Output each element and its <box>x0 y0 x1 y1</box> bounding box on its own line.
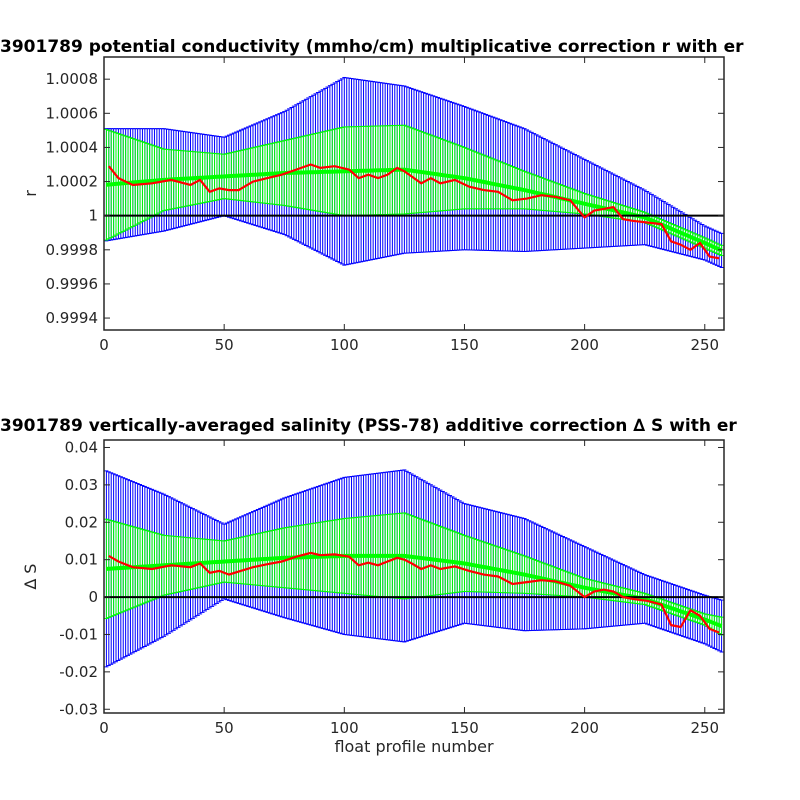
x-axis-label: float profile number <box>334 737 494 756</box>
x-tick-label: 200 <box>570 719 599 737</box>
y-tick-label: 0.9998 <box>46 241 99 259</box>
chart-panel-salinity: 0 50 100 150 200 250 -0.03 -0.02 -0.01 0 0.01 0.02 0… <box>0 416 737 756</box>
y-tick-label: 0.9996 <box>46 275 99 293</box>
fit-line <box>106 167 723 253</box>
x-tick-label: 0 <box>99 336 109 354</box>
y-tick-label: 0.9994 <box>46 309 99 327</box>
x-tick-label: 150 <box>450 336 479 354</box>
y-tick-label: 0.04 <box>65 438 98 456</box>
y-tick-label: 0.01 <box>65 551 98 569</box>
chart-title: 3901789 potential conductivity (mmho/cm)… <box>0 37 744 57</box>
x-tick-label: 250 <box>690 336 719 354</box>
x-tick-label: 50 <box>215 719 234 737</box>
chart-title: 3901789 vertically-averaged salinity (PS… <box>0 416 737 436</box>
axes-box <box>103 439 725 714</box>
x-tick-label: 200 <box>570 336 599 354</box>
x-tick-label: 100 <box>330 336 359 354</box>
x-tick-label: 0 <box>99 719 109 737</box>
x-tick-label: 50 <box>215 336 234 354</box>
x-tick-label: 100 <box>330 719 359 737</box>
y-tick-label: 0.02 <box>65 513 98 531</box>
profile-mean-line <box>107 163 720 260</box>
chart-panel-conductivity: 0 50 100 150 200 250 0.9994 0.9996 0.9998 1 1.0002… <box>0 37 744 354</box>
y-tick-label: 0.03 <box>65 476 98 494</box>
profile-mean-line <box>108 551 720 634</box>
y-tick-label: 1 <box>88 207 98 225</box>
y-axis-label: r <box>21 190 40 197</box>
y-tick-label: -0.01 <box>59 625 98 643</box>
axes-box <box>103 56 725 331</box>
y-axis-label: ∆ S <box>21 564 40 591</box>
x-tick-label: 150 <box>450 719 479 737</box>
y-tick-label: -0.02 <box>59 663 98 681</box>
x-tick-label: 250 <box>690 719 719 737</box>
y-tick-label: -0.03 <box>59 700 98 718</box>
y-tick-label: 1.0008 <box>46 70 99 88</box>
y-tick-label: 1.0002 <box>46 173 99 191</box>
y-tick-label: 1.0006 <box>46 104 99 122</box>
y-tick-label: 0 <box>88 588 98 606</box>
y-tick-label: 1.0004 <box>46 138 99 156</box>
